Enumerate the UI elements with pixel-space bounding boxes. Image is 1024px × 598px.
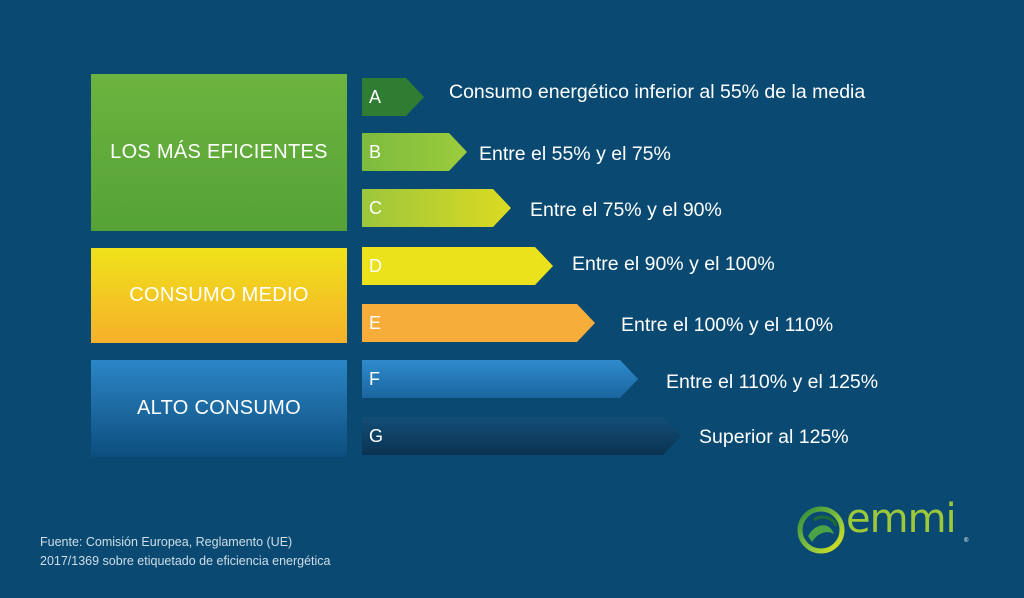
class-arrow-d: D: [362, 247, 553, 285]
class-letter: E: [369, 313, 382, 333]
class-arrow-b: B: [362, 133, 467, 171]
class-description-g: Superior al 125%: [699, 426, 849, 448]
class-letter: C: [369, 198, 382, 218]
group-label: ALTO CONSUMO: [137, 397, 301, 419]
group-label: LOS MÁS EFICIENTES: [110, 141, 328, 163]
arrow-shape: [362, 78, 424, 116]
group-medium-consumption: CONSUMO MEDIO: [91, 248, 347, 343]
arrow-shape: [362, 304, 595, 342]
class-description-c: Entre el 75% y el 90%: [530, 199, 722, 221]
class-letter: A: [369, 87, 382, 107]
class-description-d: Entre el 90% y el 100%: [572, 253, 775, 275]
class-letter: D: [369, 256, 382, 276]
emmi-logo: emmi ®: [794, 496, 974, 560]
group-high-consumption: ALTO CONSUMO: [91, 360, 347, 457]
class-description-e: Entre el 100% y el 110%: [621, 314, 834, 336]
logo-swirl-icon: [797, 506, 845, 554]
source-line-2: 2017/1369 sobre etiquetado de eficiencia…: [40, 554, 331, 568]
arrow-shape: [362, 189, 511, 227]
registered-mark: ®: [964, 538, 969, 544]
arrow-shape: [362, 133, 467, 171]
group-label: CONSUMO MEDIO: [129, 284, 309, 306]
class-arrow-e: E: [362, 304, 595, 342]
logo-wordmark: emmi: [846, 496, 957, 542]
class-letter: B: [369, 142, 382, 162]
class-arrow-a: A: [362, 78, 424, 116]
class-description-b: Entre el 55% y el 75%: [479, 143, 671, 165]
class-arrow-f: F: [362, 360, 638, 398]
source-line-1: Fuente: Comisión Europea, Reglamento (UE…: [40, 535, 293, 549]
class-description-a: Consumo energético inferior al 55% de la…: [449, 81, 866, 103]
class-arrow-c: C: [362, 189, 511, 227]
class-letter: G: [369, 426, 384, 446]
class-description-f: Entre el 110% y el 125%: [666, 371, 879, 393]
arrow-shape: [362, 417, 681, 455]
group-most-efficient: LOS MÁS EFICIENTES: [91, 74, 347, 231]
class-letter: F: [369, 369, 380, 389]
arrow-shape: [362, 247, 553, 285]
arrow-shape: [362, 360, 638, 398]
source-note: Fuente: Comisión Europea, Reglamento (UE…: [40, 533, 331, 571]
class-arrow-g: G: [362, 417, 681, 455]
